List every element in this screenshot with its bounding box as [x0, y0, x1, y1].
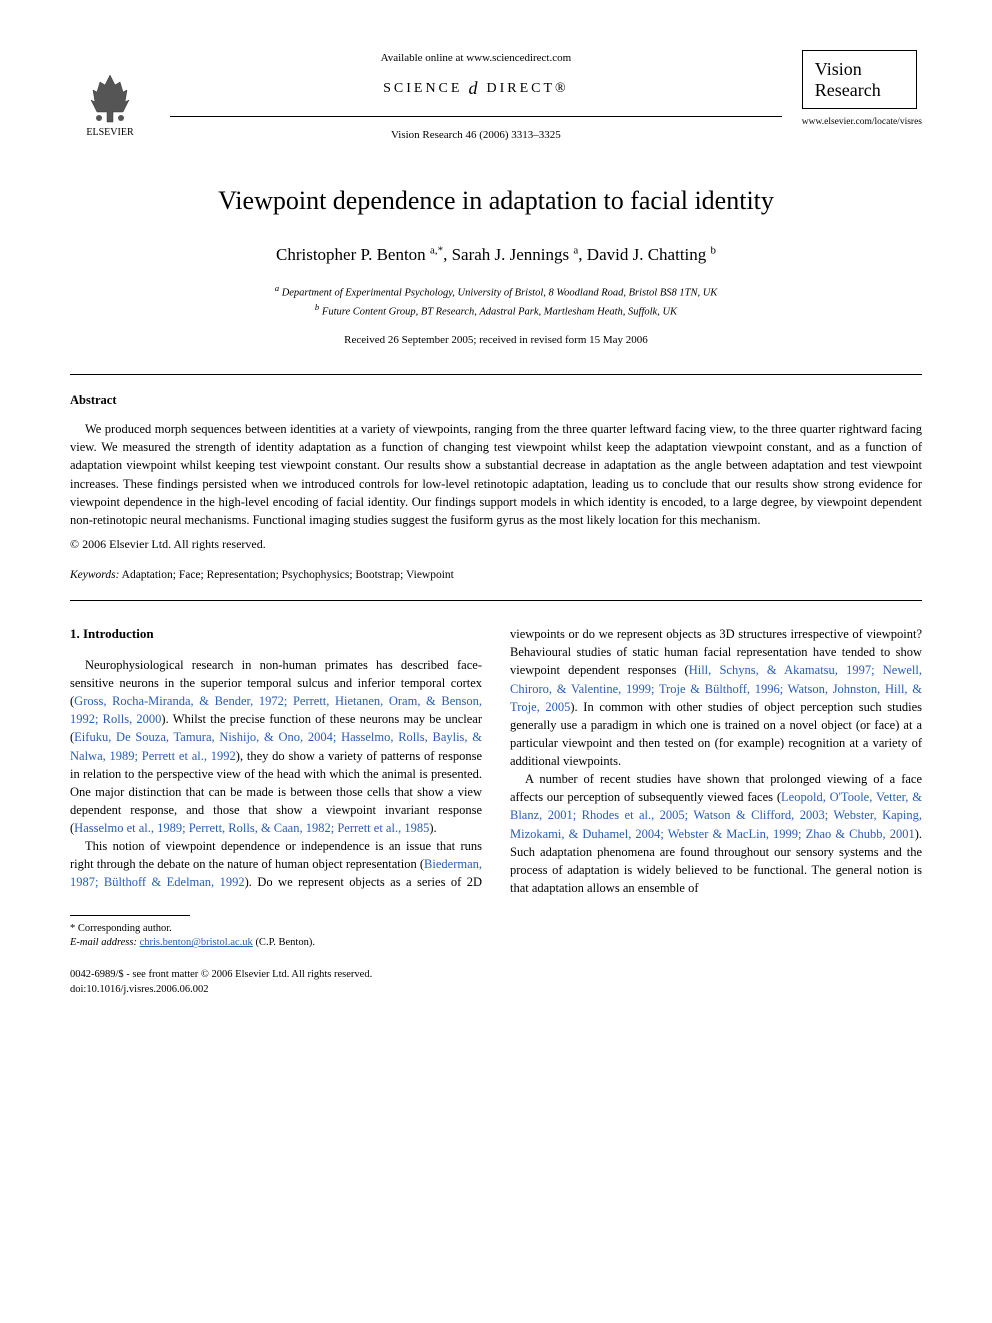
header-row: ELSEVIER Available online at www.science…: [70, 50, 922, 143]
section-heading-intro: 1. Introduction: [70, 625, 482, 644]
article-title: Viewpoint dependence in adaptation to fa…: [70, 181, 922, 220]
elsevier-tree-icon: [85, 70, 135, 125]
keywords-list: Adaptation; Face; Representation; Psycho…: [119, 569, 453, 581]
journal-url: www.elsevier.com/locate/visres: [802, 115, 922, 129]
citation-link[interactable]: Hasselmo et al., 1989; Perrett, Rolls, &…: [74, 821, 429, 835]
publisher-logo: ELSEVIER: [70, 50, 150, 140]
journal-box-wrapper: Vision Research www.elsevier.com/locate/…: [802, 50, 922, 130]
email-label: E-mail address:: [70, 937, 137, 948]
publisher-name: ELSEVIER: [86, 125, 133, 140]
footer-front-matter: 0042-6989/$ - see front matter © 2006 El…: [70, 968, 922, 982]
abstract-text: We produced morph sequences between iden…: [70, 420, 922, 529]
journal-box: Vision Research: [802, 50, 917, 109]
affiliation-a: a Department of Experimental Psychology,…: [70, 282, 922, 301]
keywords-label: Keywords:: [70, 569, 119, 581]
available-online-text: Available online at www.sciencedirect.co…: [170, 50, 782, 67]
corresponding-author-footnote: * Corresponding author. E-mail address: …: [70, 922, 922, 950]
journal-name-line2: Research: [815, 80, 904, 101]
keywords: Keywords: Adaptation; Face; Representati…: [70, 567, 922, 584]
sd-right: DIRECT®: [486, 78, 568, 99]
abstract-top-rule: [70, 374, 922, 375]
abstract-heading: Abstract: [70, 391, 922, 410]
science-direct-logo: SCIENCE d DIRECT®: [170, 75, 782, 102]
corresponding-email-link[interactable]: chris.benton@bristol.ac.uk: [140, 937, 253, 948]
sd-swoosh-icon: d: [468, 75, 480, 102]
journal-name-line1: Vision: [815, 59, 904, 80]
sd-left: SCIENCE: [383, 78, 462, 99]
intro-para-1: Neurophysiological research in non-human…: [70, 656, 482, 837]
journal-reference: Vision Research 46 (2006) 3313–3325: [170, 127, 782, 144]
header-center: Available online at www.sciencedirect.co…: [150, 50, 802, 143]
corresponding-email-line: E-mail address: chris.benton@bristol.ac.…: [70, 936, 922, 950]
article-dates: Received 26 September 2005; received in …: [70, 332, 922, 349]
abstract-copyright: © 2006 Elsevier Ltd. All rights reserved…: [70, 535, 922, 553]
footer-block: 0042-6989/$ - see front matter © 2006 El…: [70, 968, 922, 996]
footer-doi: doi:10.1016/j.visres.2006.06.002: [70, 983, 922, 997]
affiliations: a Department of Experimental Psychology,…: [70, 282, 922, 320]
footnote-separator: [70, 915, 190, 916]
authors: Christopher P. Benton a,*, Sarah J. Jenn…: [70, 242, 922, 268]
abstract-bottom-rule: [70, 600, 922, 601]
intro-para-3: A number of recent studies have shown th…: [510, 770, 922, 897]
corresponding-label: * Corresponding author.: [70, 922, 922, 936]
header-rule: [170, 116, 782, 117]
body-columns: 1. Introduction Neurophysiological resea…: [70, 625, 922, 897]
affiliation-b: b Future Content Group, BT Research, Ada…: [70, 301, 922, 320]
email-suffix: (C.P. Benton).: [253, 937, 315, 948]
